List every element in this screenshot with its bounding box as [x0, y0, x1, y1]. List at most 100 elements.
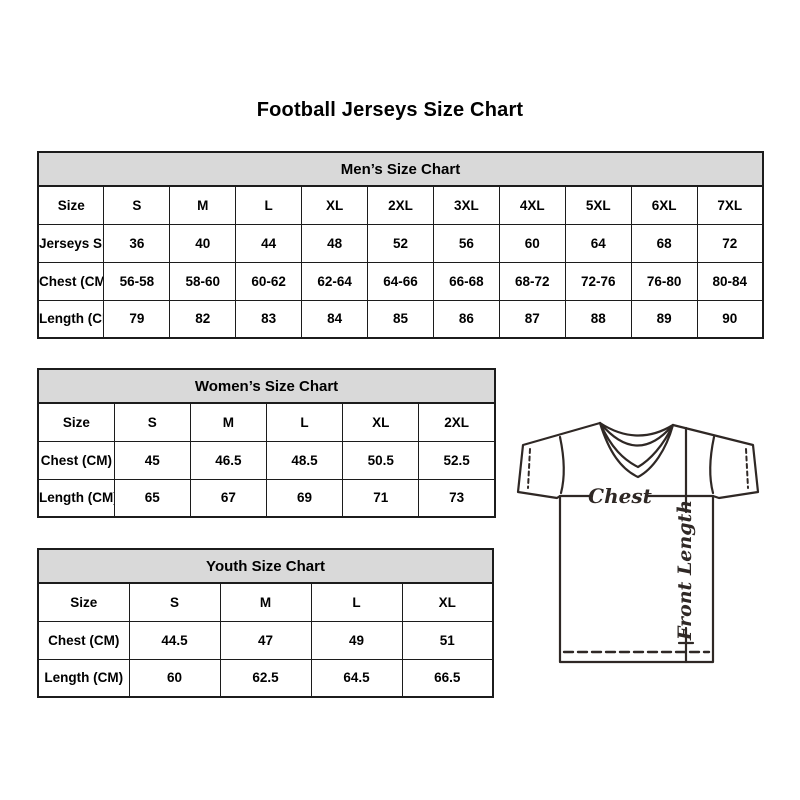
- value-cell: 52: [367, 223, 434, 263]
- jersey-right-armhole: [709, 435, 716, 495]
- jersey-vneck-outer: [598, 421, 675, 479]
- value-cell: M: [169, 185, 237, 225]
- value-cell: 71: [342, 478, 420, 518]
- table-header-row: Youth Size Chart: [37, 548, 494, 584]
- value-cell: 48: [301, 223, 369, 263]
- value-cell: 87: [498, 299, 566, 339]
- chest-label: Chest: [588, 484, 652, 508]
- value-cell: 62-64: [301, 261, 369, 301]
- value-cell: 79: [103, 299, 171, 339]
- value-cell: 3XL: [432, 185, 500, 225]
- youth-table-title: Youth Size Chart: [37, 548, 494, 584]
- value-cell: 60-62: [235, 261, 303, 301]
- row-label-cell: Length (CM): [37, 478, 115, 518]
- value-cell: 46.5: [189, 440, 267, 480]
- jersey-collar-back-curve: [598, 421, 675, 437]
- value-cell: 68: [630, 223, 698, 263]
- value-cell: L: [235, 185, 303, 225]
- value-cell: 73: [418, 478, 496, 518]
- value-cell: M: [189, 402, 267, 442]
- value-cell: S: [103, 185, 171, 225]
- value-cell: 82: [169, 299, 237, 339]
- left-cuff-dashed-line: [527, 448, 531, 489]
- jersey-collar-band-curve: [599, 422, 674, 447]
- value-cell: M: [219, 582, 312, 622]
- value-cell: 6XL: [630, 185, 698, 225]
- value-cell: 40: [169, 223, 237, 263]
- value-cell: 44.5: [128, 620, 221, 660]
- value-cell: 68-72: [498, 261, 566, 301]
- value-cell: 47: [219, 620, 312, 660]
- value-cell: 85: [367, 299, 434, 339]
- value-cell: 90: [696, 299, 764, 339]
- womens-size-table-grid: Women’s Size Chart Size S M L XL 2XL Chest (CM…: [37, 368, 496, 518]
- jersey-vneck-inner: [598, 421, 675, 469]
- value-cell: XL: [301, 185, 369, 225]
- value-cell: 56: [432, 223, 500, 263]
- value-cell: 2XL: [367, 185, 434, 225]
- row-label-cell: Chest (CM): [37, 620, 130, 660]
- row-label-cell: Size: [37, 185, 105, 225]
- row-label-cell: Chest (CM): [37, 261, 105, 301]
- value-cell: 84: [301, 299, 369, 339]
- value-cell: 58-60: [169, 261, 237, 301]
- value-cell: 65: [113, 478, 191, 518]
- value-cell: 64.5: [310, 658, 403, 698]
- row-label-cell: Size: [37, 582, 130, 622]
- value-cell: 52.5: [418, 440, 496, 480]
- jersey-left-sleeve: [516, 421, 602, 500]
- table-row: Chest (CM) 44.5 47 49 51: [37, 620, 494, 660]
- value-cell: 80-84: [696, 261, 764, 301]
- value-cell: 50.5: [342, 440, 420, 480]
- jersey-body-outline: [558, 494, 715, 664]
- table-row: Jerseys Size36404448525660646872: [37, 223, 764, 263]
- table-row: Size S M L XL: [37, 582, 494, 622]
- value-cell: 56-58: [103, 261, 171, 301]
- youth-size-table-grid: Youth Size Chart Size S M L XL Chest (CM) 44.5…: [37, 548, 494, 698]
- table-row: Length (CM) 60 62.5 64.5 66.5: [37, 658, 494, 698]
- value-cell: 7XL: [696, 185, 764, 225]
- youth-size-table: Youth Size Chart Size S M L XL Chest (CM) 44.5…: [37, 548, 494, 698]
- table-row: Size S M L XL 2XL: [37, 402, 496, 442]
- mens-size-table: Men’s Size Chart Size S M L XL 2XL 3XL 4XL 5XL 6X…: [37, 151, 764, 339]
- table-row: Size S M L XL 2XL 3XL 4XL 5XL 6XL 7XL: [37, 185, 764, 225]
- womens-table-title: Women’s Size Chart: [37, 368, 496, 404]
- jersey-right-sleeve: [671, 423, 760, 500]
- row-label-cell: Chest (CM): [37, 440, 115, 480]
- table-row: Chest (CM) 56-58 58-60 60-62 62-64 64-66 66-68…: [37, 261, 764, 301]
- value-cell: 48.5: [265, 440, 344, 480]
- page-title: Football Jerseys Size Chart: [256, 99, 524, 121]
- value-cell: 49: [310, 620, 403, 660]
- value-cell: 66.5: [401, 658, 494, 698]
- value-cell: 72-76: [564, 261, 632, 301]
- value-cell: 66-68: [432, 261, 500, 301]
- value-cell: 62.5: [219, 658, 312, 698]
- row-label-cell: Jerseys Size: [37, 223, 105, 263]
- value-cell: S: [113, 402, 191, 442]
- value-cell: 2XL: [418, 402, 496, 442]
- table-header-row: Men’s Size Chart: [37, 151, 764, 187]
- table-row: Chest (CM) 45 46.5 48.5 50.5 52.5: [37, 440, 496, 480]
- front-length-label: Front Length: [674, 500, 696, 641]
- value-cell: 69: [265, 478, 344, 518]
- value-cell: 36: [103, 223, 171, 263]
- value-cell: 45: [113, 440, 191, 480]
- value-cell: L: [310, 582, 403, 622]
- table-header-row: Women’s Size Chart: [37, 368, 496, 404]
- table-row: Length (CM) 65 67 69 71 73: [37, 478, 496, 518]
- value-cell: XL: [401, 582, 494, 622]
- womens-size-table: Women’s Size Chart Size S M L XL 2XL Chest (CM…: [37, 368, 496, 518]
- value-cell: 44: [235, 223, 303, 263]
- value-cell: 5XL: [564, 185, 632, 225]
- value-cell: 51: [401, 620, 494, 660]
- value-cell: 60: [128, 658, 221, 698]
- value-cell: L: [265, 402, 344, 442]
- value-cell: 4XL: [498, 185, 566, 225]
- value-cell: 89: [630, 299, 698, 339]
- value-cell: 60: [498, 223, 566, 263]
- mens-size-table-grid: Men’s Size Chart Size S M L XL 2XL 3XL 4XL 5XL 6X…: [37, 151, 764, 339]
- value-cell: 76-80: [630, 261, 698, 301]
- value-cell: 64: [564, 223, 632, 263]
- row-label-cell: Size: [37, 402, 115, 442]
